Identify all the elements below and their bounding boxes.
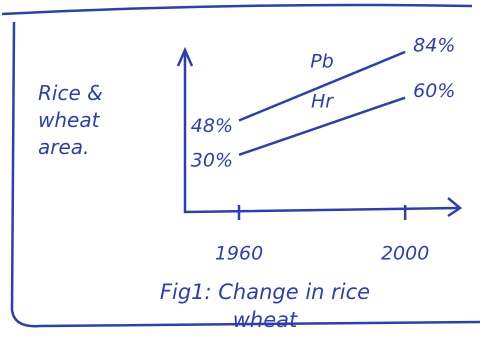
- data-label: 30%: [191, 149, 233, 171]
- y-axis-label: Rice & wheat area.: [38, 80, 138, 161]
- series-name: Hr: [311, 91, 334, 113]
- data-label: 84%: [413, 34, 455, 56]
- frame-top: [2, 5, 472, 14]
- series-name: Pb: [310, 51, 334, 73]
- data-label: 60%: [413, 80, 455, 102]
- caption: Fig1: Change in rice wheat: [150, 278, 380, 334]
- data-label: 48%: [191, 115, 233, 137]
- x-tick-label: 2000: [381, 243, 429, 265]
- x-tick-label: 1960: [215, 243, 263, 265]
- page: 1960 2000 Pb 48% 84% Hr 30% 60% Rice & wheat ar…: [0, 0, 485, 353]
